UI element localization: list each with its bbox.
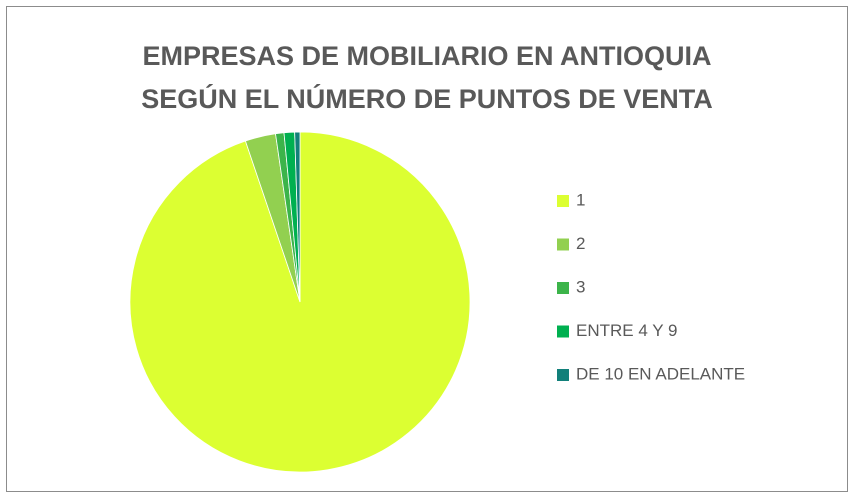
legend-swatch [557,238,569,251]
legend-label: DE 10 EN ADELANTE [576,364,745,383]
legend-swatch [557,282,569,294]
legend-swatch [557,325,569,338]
legend-swatch [557,369,569,381]
legend-label: 1 [576,190,585,209]
pie-slice [294,131,301,303]
chart-title: EMPRESAS DE MOBILIARIO EN ANTIOQUIA [142,41,711,71]
legend-label: ENTRE 4 Y 9 [576,321,677,340]
chart-title: SEGÚN EL NÚMERO DE PUNTOS DE VENTA [141,83,713,114]
legend-label: 3 [576,277,585,296]
legend-swatch [557,195,569,207]
legend-label: 2 [576,234,585,253]
